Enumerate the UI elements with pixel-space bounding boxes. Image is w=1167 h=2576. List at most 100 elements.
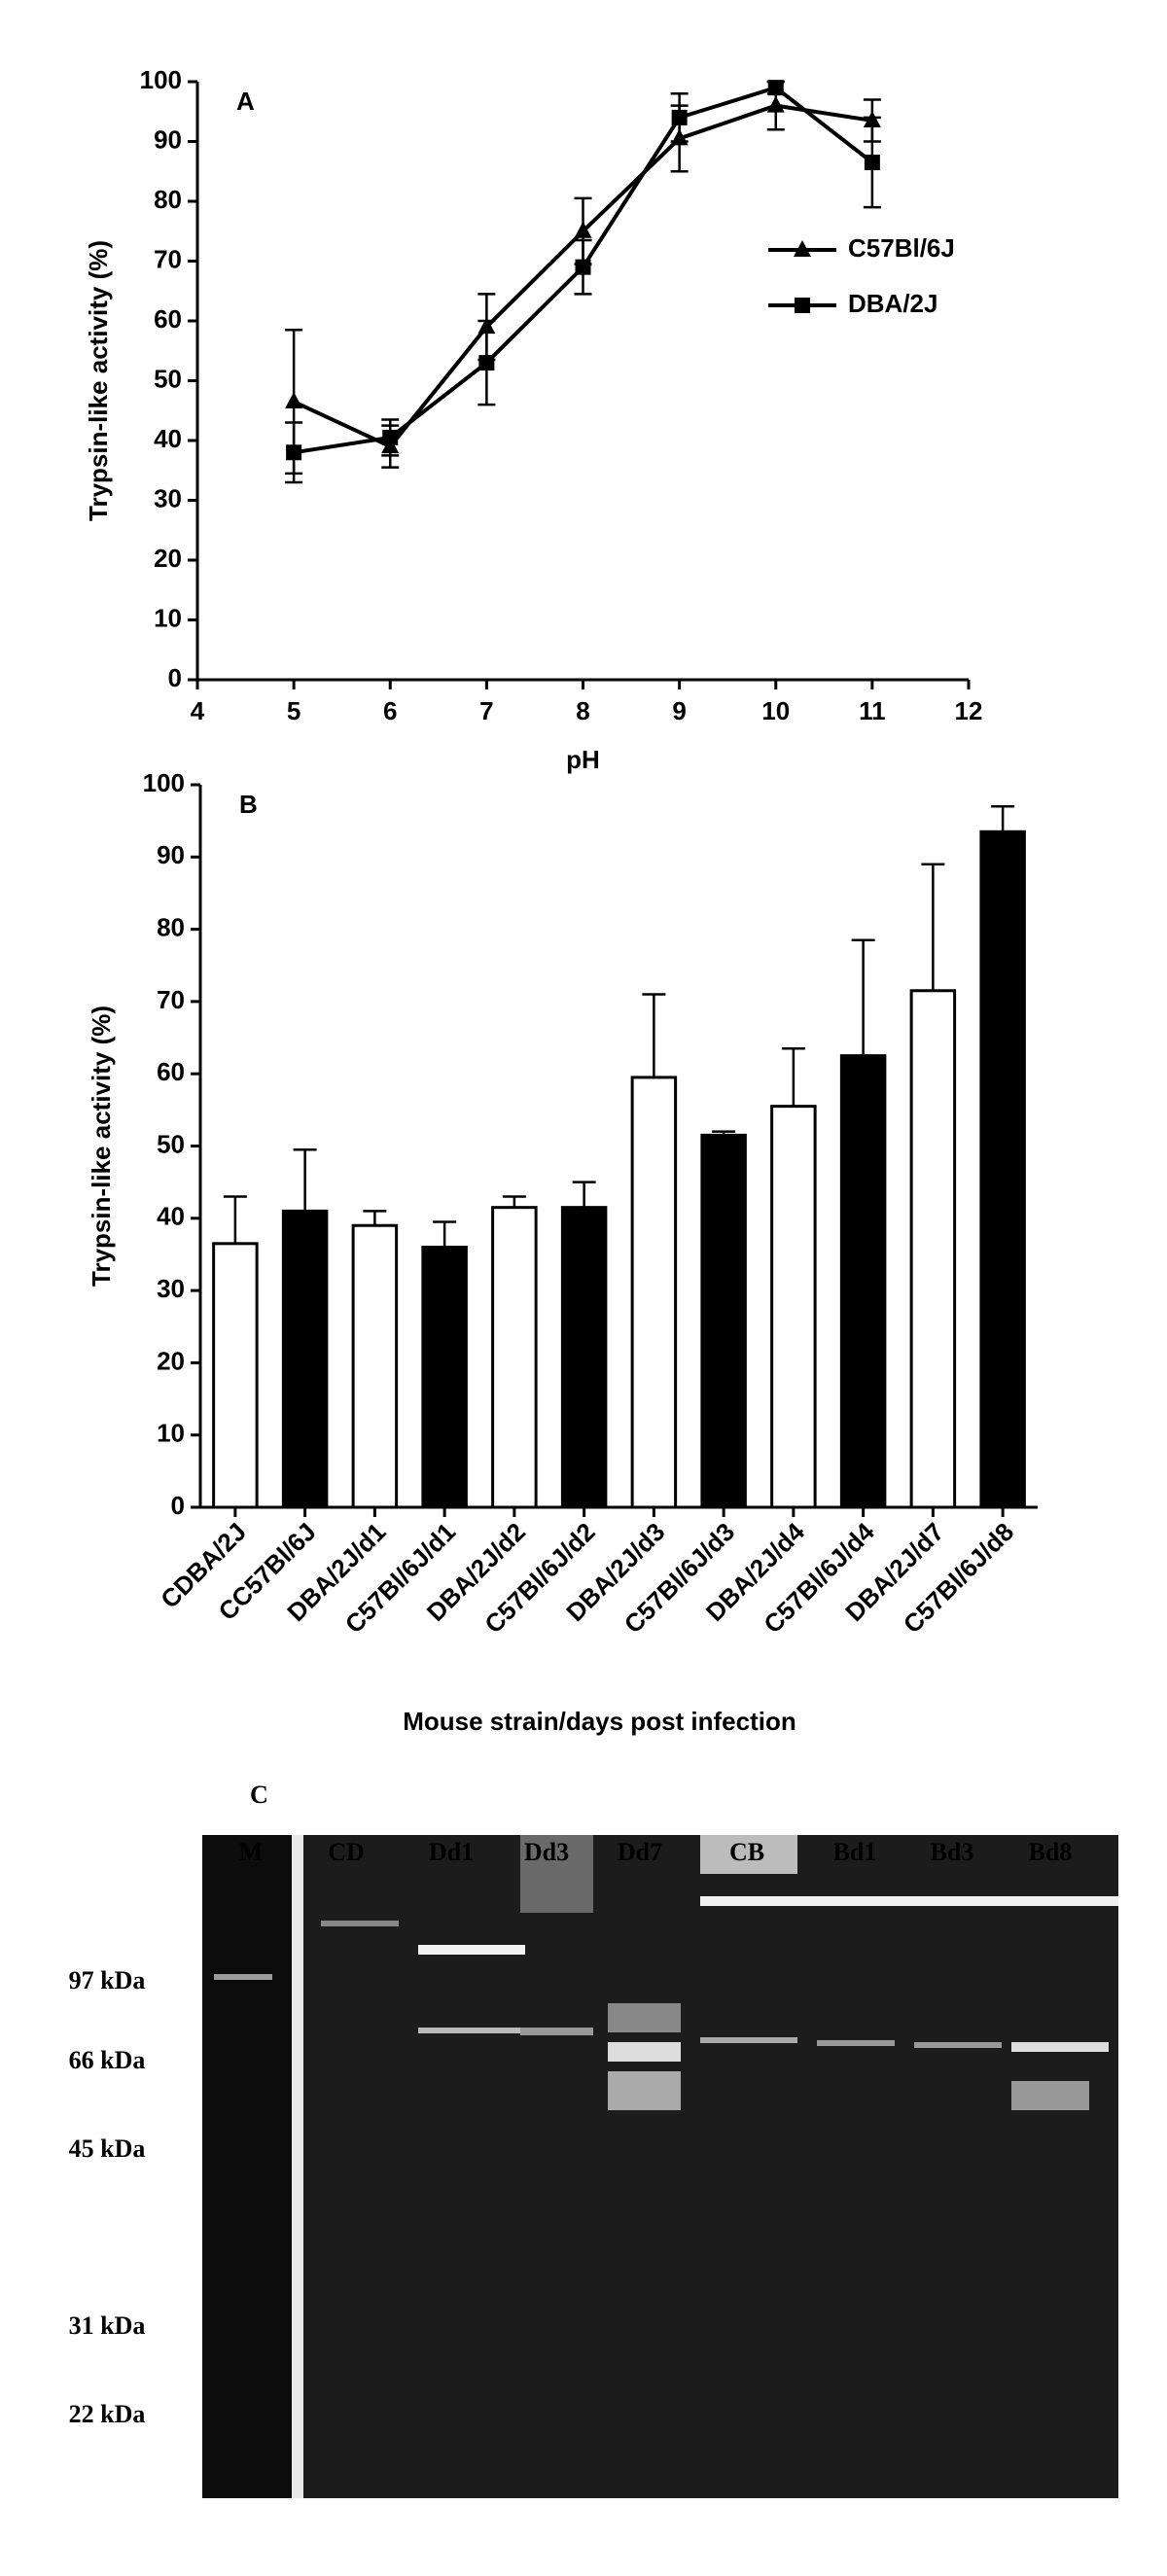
bar <box>979 829 1026 1509</box>
lane-label: Dd7 <box>618 1838 662 1866</box>
gel-edge <box>292 1835 303 2498</box>
band <box>520 2028 593 2035</box>
bar <box>909 989 957 1509</box>
lane-label: M <box>239 1838 264 1866</box>
marker <box>382 429 399 445</box>
error-bar <box>502 1195 526 1208</box>
error-bar <box>921 863 945 991</box>
marker <box>286 444 302 461</box>
error-bar <box>851 938 875 1056</box>
panel-label: B <box>239 790 258 819</box>
x-axis-label: pH <box>566 745 600 774</box>
marker-label: 31 kDa <box>69 2311 146 2340</box>
gel-panel: C M CD Dd1 Dd3 Dd7 CB Bd1 Bd3 Bd8 97 kDa 66 kDa 45 … <box>69 1781 1118 2498</box>
marker <box>766 95 785 113</box>
bar <box>630 1076 678 1509</box>
x-tick-label: 6 <box>383 696 397 725</box>
marker <box>478 355 495 371</box>
error-bar <box>433 1220 457 1248</box>
lane-label: Dd3 <box>524 1838 569 1866</box>
legend-label: C57Bl/6J <box>848 233 955 263</box>
marker <box>864 155 880 171</box>
y-tick-label: 50 <box>157 1129 185 1158</box>
y-tick-label: 40 <box>157 1202 185 1231</box>
marker <box>795 298 810 313</box>
x-tick-label: 7 <box>479 696 493 725</box>
panel-label: C <box>250 1781 268 1809</box>
band <box>608 2071 681 2110</box>
y-tick-label: 80 <box>154 185 182 214</box>
panel-label: A <box>236 87 255 116</box>
y-tick-label: 40 <box>154 424 182 453</box>
error-bar <box>991 805 1015 832</box>
y-tick-label: 80 <box>157 912 185 941</box>
lane-label: CB <box>729 1838 764 1866</box>
band <box>608 2003 681 2032</box>
band <box>700 2037 797 2043</box>
bar <box>839 1054 887 1509</box>
band <box>1011 2042 1109 2052</box>
y-tick-label: 100 <box>140 65 182 94</box>
band <box>321 1921 399 1926</box>
x-axis-label: Mouse strain/days post infection <box>403 1707 796 1736</box>
legend-label: DBA/2J <box>848 289 937 318</box>
y-axis-label: Trypsin-like activity (%) <box>84 240 113 521</box>
band <box>418 1945 525 1955</box>
band <box>914 2042 1002 2048</box>
smear <box>520 1835 593 1913</box>
bar <box>700 1133 747 1509</box>
error-bar <box>642 993 666 1077</box>
x-tick-label: 11 <box>859 696 886 725</box>
marker <box>574 221 592 238</box>
y-tick-label: 90 <box>154 124 182 154</box>
x-tick-label: 12 <box>955 696 983 725</box>
error-bar <box>293 1147 317 1212</box>
y-tick-label: 0 <box>168 663 182 692</box>
lane-label: Dd1 <box>429 1838 474 1866</box>
y-tick-label: 30 <box>157 1274 185 1303</box>
bar <box>770 1105 817 1509</box>
lane-label: Bd1 <box>833 1838 877 1866</box>
y-tick-label: 90 <box>157 840 185 869</box>
band <box>700 1896 1118 1906</box>
y-tick-label: 10 <box>157 1419 185 1448</box>
x-tick-label: 5 <box>287 696 301 725</box>
band <box>1011 2081 1089 2110</box>
band <box>817 2040 895 2046</box>
y-tick-label: 100 <box>143 768 185 797</box>
y-tick-label: 60 <box>154 304 182 334</box>
x-tick-label: 8 <box>576 696 589 725</box>
bar <box>212 1242 259 1509</box>
marker <box>794 240 811 257</box>
error-bar <box>781 1046 805 1107</box>
smear <box>700 1835 797 1874</box>
marker-label: 97 kDa <box>69 1966 146 1994</box>
bar <box>351 1223 399 1509</box>
band <box>418 2028 525 2033</box>
y-tick-label: 70 <box>157 985 185 1014</box>
lane-label: Bd8 <box>1029 1838 1073 1866</box>
band <box>214 1974 272 1980</box>
x-tick-label: 9 <box>672 696 686 725</box>
y-tick-label: 10 <box>154 603 182 632</box>
gel-image <box>202 1835 1118 2498</box>
x-tick-label: 4 <box>191 696 205 725</box>
error-bar <box>223 1195 247 1244</box>
marker-lane <box>202 1835 300 2498</box>
y-axis-label: Trypsin-like activity (%) <box>87 1006 116 1287</box>
marker <box>575 259 591 275</box>
lane-label: CD <box>328 1838 365 1866</box>
marker <box>671 109 688 125</box>
lane-label: Bd3 <box>931 1838 974 1866</box>
y-tick-label: 20 <box>157 1346 185 1375</box>
bar <box>491 1206 538 1509</box>
marker-label: 22 kDa <box>69 2400 146 2428</box>
y-tick-label: 70 <box>154 244 182 273</box>
marker <box>767 80 784 96</box>
y-tick-label: 20 <box>154 544 182 573</box>
x-tick-label: 10 <box>761 696 790 725</box>
y-tick-label: 50 <box>154 364 182 393</box>
marker-label: 66 kDa <box>69 2046 146 2074</box>
marker <box>285 392 303 409</box>
